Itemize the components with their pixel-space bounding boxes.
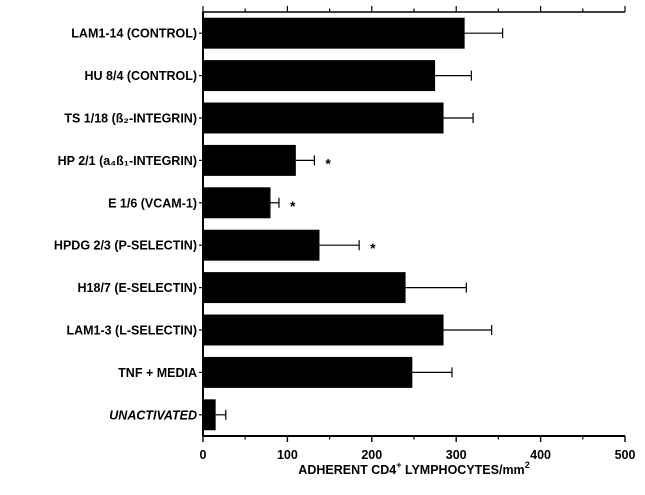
- category-label-2: TS 1/18 (ß₂-INTEGRIN): [64, 112, 197, 126]
- x-tick-label-2: 200: [361, 448, 382, 462]
- x-axis-label-superscript-2: 2: [525, 460, 530, 470]
- bar-5: [203, 229, 320, 261]
- bar-9: [203, 399, 216, 431]
- category-label-3: HP 2/1 (a₄ß₁-INTEGRIN): [58, 154, 197, 168]
- category-label-7: LAM1-3 (L-SELECTIN): [66, 324, 197, 338]
- bar-1: [203, 60, 436, 92]
- x-tick-label-0: 0: [200, 448, 207, 462]
- significance-marker-4: *: [290, 198, 296, 214]
- bar-0: [203, 17, 465, 49]
- x-axis-label: ADHERENT CD4+ LYMPHOCYTES/mm2: [298, 460, 529, 477]
- x-axis-label-superscript-plus: +: [396, 460, 401, 470]
- bar-8: [203, 356, 413, 388]
- bar-4: [203, 187, 271, 219]
- bar-7: [203, 314, 444, 346]
- x-tick-label-5: 500: [615, 448, 636, 462]
- category-label-9: UNACTIVATED: [109, 408, 197, 422]
- significance-marker-5: *: [370, 240, 376, 256]
- category-label-1: HU 8/4 (CONTROL): [85, 69, 198, 83]
- x-tick-label-3: 300: [446, 448, 467, 462]
- bar-2: [203, 102, 444, 134]
- error-bars-group: [215, 28, 504, 420]
- x-axis-label-part-1: ADHERENT CD4: [298, 463, 396, 477]
- x-tick-label-4: 400: [530, 448, 551, 462]
- x-axis-label-part-2: LYMPHOCYTES/mm: [402, 463, 525, 477]
- category-label-8: TNF + MEDIA: [118, 366, 197, 380]
- category-label-4: E 1/6 (VCAM-1): [108, 196, 197, 210]
- significance-marker-3: *: [325, 155, 331, 171]
- x-tick-label-1: 100: [277, 448, 298, 462]
- category-labels-group: LAM1-14 (CONTROL) HU 8/4 (CONTROL) TS 1/18…: [54, 27, 197, 423]
- significance-markers-group: * * *: [290, 155, 376, 256]
- bar-6: [203, 272, 406, 304]
- bars-group: [203, 17, 465, 431]
- category-label-0: LAM1-14 (CONTROL): [71, 27, 197, 41]
- tick-labels-group: 0 100 200 300 400 500: [200, 448, 636, 462]
- category-label-5: HPDG 2/3 (P-SELECTIN): [54, 239, 197, 253]
- category-label-6: H18/7 (E-SELECTIN): [78, 281, 197, 295]
- bar-3: [203, 144, 296, 176]
- axes-group: [199, 6, 626, 442]
